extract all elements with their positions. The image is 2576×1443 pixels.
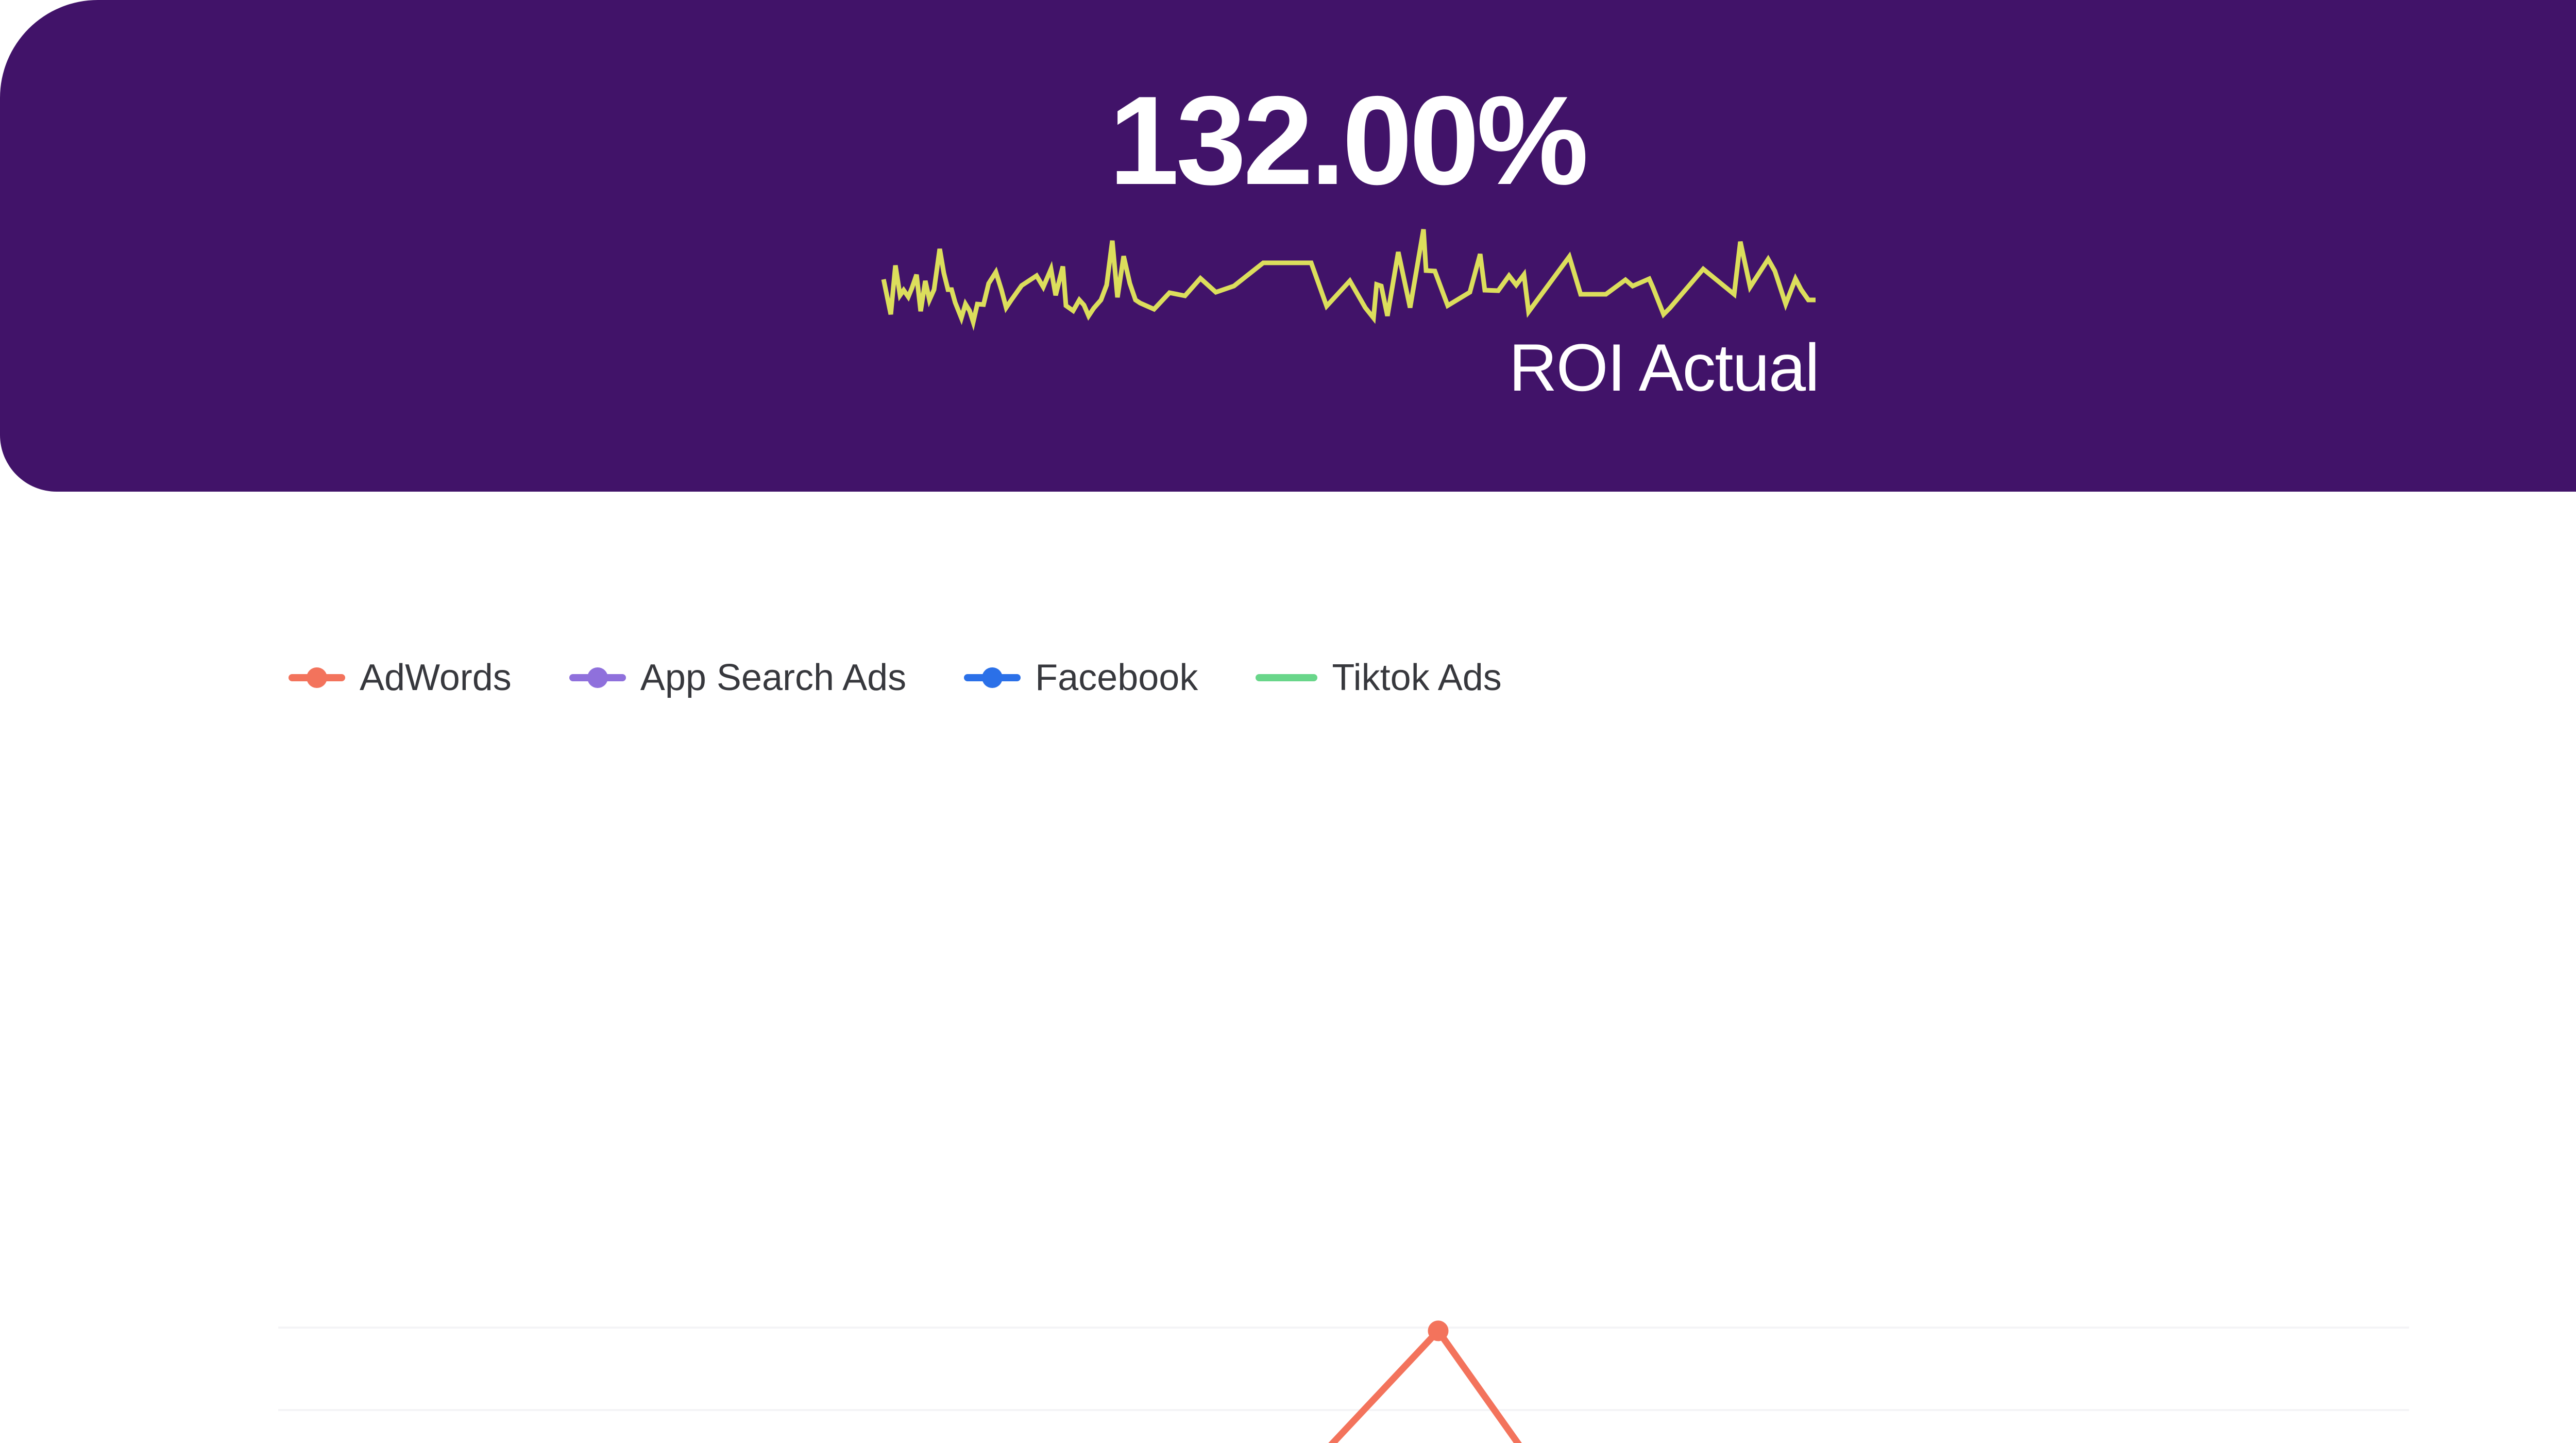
chart-section xyxy=(0,492,2576,1443)
legend-label-app-search-ads: App Search Ads xyxy=(640,657,907,698)
legend-item-facebook[interactable]: Facebook xyxy=(964,659,1198,696)
kpi-value: 132.00% xyxy=(1109,70,1588,211)
kpi-sparkline xyxy=(881,229,1816,331)
legend-marker-adwords-icon xyxy=(289,667,345,688)
chart-gridlines xyxy=(278,1327,2409,1411)
chart-series xyxy=(355,1320,2368,1443)
kpi-label: ROI Actual xyxy=(1509,330,1820,405)
legend-item-adwords[interactable]: AdWords xyxy=(289,659,512,696)
legend-label-facebook: Facebook xyxy=(1035,657,1198,698)
legend-marker-app-search-ads-icon xyxy=(569,667,626,688)
roi-line-chart[interactable] xyxy=(0,492,2576,1443)
legend-marker-facebook-icon xyxy=(964,667,1021,688)
legend-item-tiktok-ads[interactable]: Tiktok Ads xyxy=(1256,657,1502,698)
legend-label-tiktok-ads: Tiktok Ads xyxy=(1332,657,1502,698)
legend-marker-tiktok-ads-icon xyxy=(1256,674,1318,681)
legend-label-adwords: AdWords xyxy=(360,657,512,698)
kpi-header-panel: 132.00% ROI Actual xyxy=(0,0,2576,492)
legend-item-app-search-ads[interactable]: App Search Ads xyxy=(569,659,906,696)
series-adwords[interactable] xyxy=(355,1320,2368,1443)
chart-legend: AdWords App Search Ads Facebook Tiktok A… xyxy=(289,659,1502,696)
data-point[interactable] xyxy=(1428,1320,1449,1341)
sparkline-line xyxy=(881,229,1816,331)
series-line xyxy=(1328,1327,1522,1443)
